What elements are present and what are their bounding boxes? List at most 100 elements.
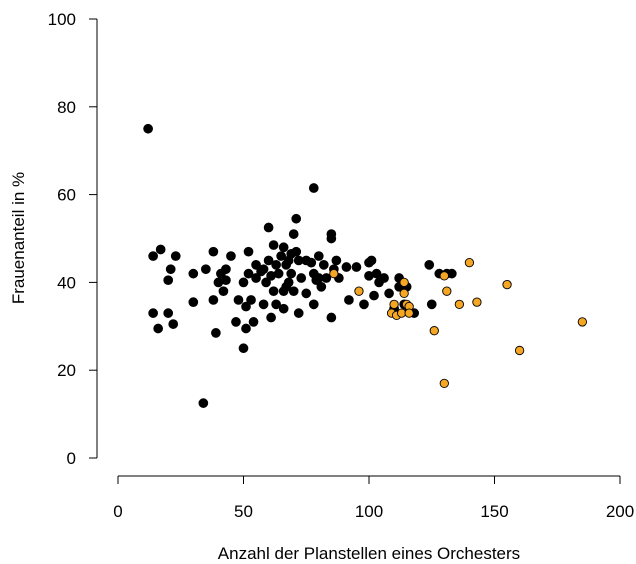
y-axis: 0 20 40 60 80 100	[48, 10, 98, 468]
data-point	[153, 323, 164, 334]
data-point	[271, 259, 281, 270]
data-point	[442, 286, 452, 296]
data-point	[168, 319, 179, 329]
data-point	[148, 308, 158, 318]
data-point	[163, 308, 174, 318]
data-point	[226, 251, 236, 261]
data-point	[268, 286, 279, 297]
data-point	[198, 398, 209, 408]
data-point	[263, 255, 274, 266]
x-axis-title: Anzahl der Planstellen eines Orchesters	[218, 544, 520, 563]
data-point	[243, 246, 254, 257]
data-point	[354, 286, 364, 296]
data-point	[170, 251, 181, 261]
data-point	[439, 378, 449, 389]
data-point	[233, 295, 244, 305]
data-point	[218, 286, 229, 297]
data-point	[404, 308, 414, 318]
data-point	[241, 301, 251, 312]
data-point	[321, 273, 332, 283]
data-point	[208, 295, 219, 305]
data-point	[246, 295, 256, 305]
data-point	[371, 268, 382, 279]
data-point	[276, 251, 287, 261]
data-point	[221, 264, 231, 275]
data-point	[251, 273, 261, 283]
data-point	[331, 255, 342, 266]
data-point	[286, 268, 297, 279]
data-point	[248, 317, 259, 327]
data-points	[143, 123, 587, 408]
data-point	[313, 251, 324, 261]
data-point	[238, 277, 249, 288]
data-point	[243, 268, 254, 279]
y-tick-label: 0	[67, 449, 76, 468]
data-point	[296, 273, 307, 283]
data-point	[308, 183, 319, 193]
data-point	[389, 299, 399, 309]
data-point	[288, 286, 299, 297]
x-tick-label: 0	[113, 502, 122, 521]
data-point	[344, 295, 354, 305]
data-point	[306, 257, 317, 268]
y-axis-ticks: 0 20 40 60 80 100	[48, 10, 97, 468]
data-point	[291, 246, 302, 257]
data-point	[318, 259, 329, 270]
x-axis: 0 50 100 150 200	[113, 475, 634, 521]
data-point	[273, 268, 284, 279]
data-point	[155, 244, 166, 255]
data-point	[439, 271, 449, 281]
data-point	[238, 343, 249, 354]
data-point	[148, 251, 158, 261]
data-point	[278, 303, 289, 314]
x-axis-ticks: 0 50 100 150 200	[113, 476, 634, 521]
data-point	[366, 255, 377, 266]
data-point	[369, 290, 379, 301]
data-point	[384, 288, 394, 299]
data-point	[293, 308, 304, 318]
x-tick-label: 50	[234, 502, 253, 521]
data-point	[329, 268, 339, 279]
data-point	[241, 323, 251, 334]
y-tick-label: 40	[57, 273, 76, 292]
data-point	[426, 299, 437, 310]
data-point	[399, 277, 409, 288]
data-point	[291, 213, 302, 224]
data-point	[278, 242, 289, 253]
data-point	[143, 123, 153, 134]
data-point	[283, 277, 294, 288]
data-point	[261, 277, 271, 288]
data-point	[211, 328, 221, 338]
x-tick-label: 100	[355, 502, 383, 521]
y-tick-label: 80	[57, 98, 76, 117]
data-point	[268, 240, 279, 250]
data-point	[221, 275, 231, 286]
y-tick-label: 20	[57, 361, 76, 380]
data-point	[201, 264, 211, 275]
data-point	[359, 299, 369, 310]
data-point	[258, 299, 269, 310]
data-point	[399, 288, 409, 299]
y-tick-label: 60	[57, 186, 76, 205]
x-tick-label: 200	[606, 502, 634, 521]
data-point	[266, 312, 276, 323]
y-tick-label: 100	[48, 10, 76, 29]
y-axis-title: Frauenanteil in %	[9, 172, 28, 304]
x-tick-label: 150	[480, 502, 508, 521]
data-point	[351, 262, 362, 272]
data-point	[251, 259, 261, 270]
data-point	[208, 246, 219, 257]
data-point	[454, 299, 465, 309]
data-point	[379, 273, 389, 283]
data-point	[326, 233, 337, 244]
data-point	[271, 299, 281, 310]
data-point	[472, 297, 482, 307]
data-point	[188, 268, 199, 279]
data-point	[301, 288, 312, 299]
data-point	[514, 345, 525, 356]
data-point	[165, 264, 176, 275]
data-point	[258, 264, 269, 275]
data-point	[424, 259, 435, 270]
data-point	[577, 317, 587, 327]
